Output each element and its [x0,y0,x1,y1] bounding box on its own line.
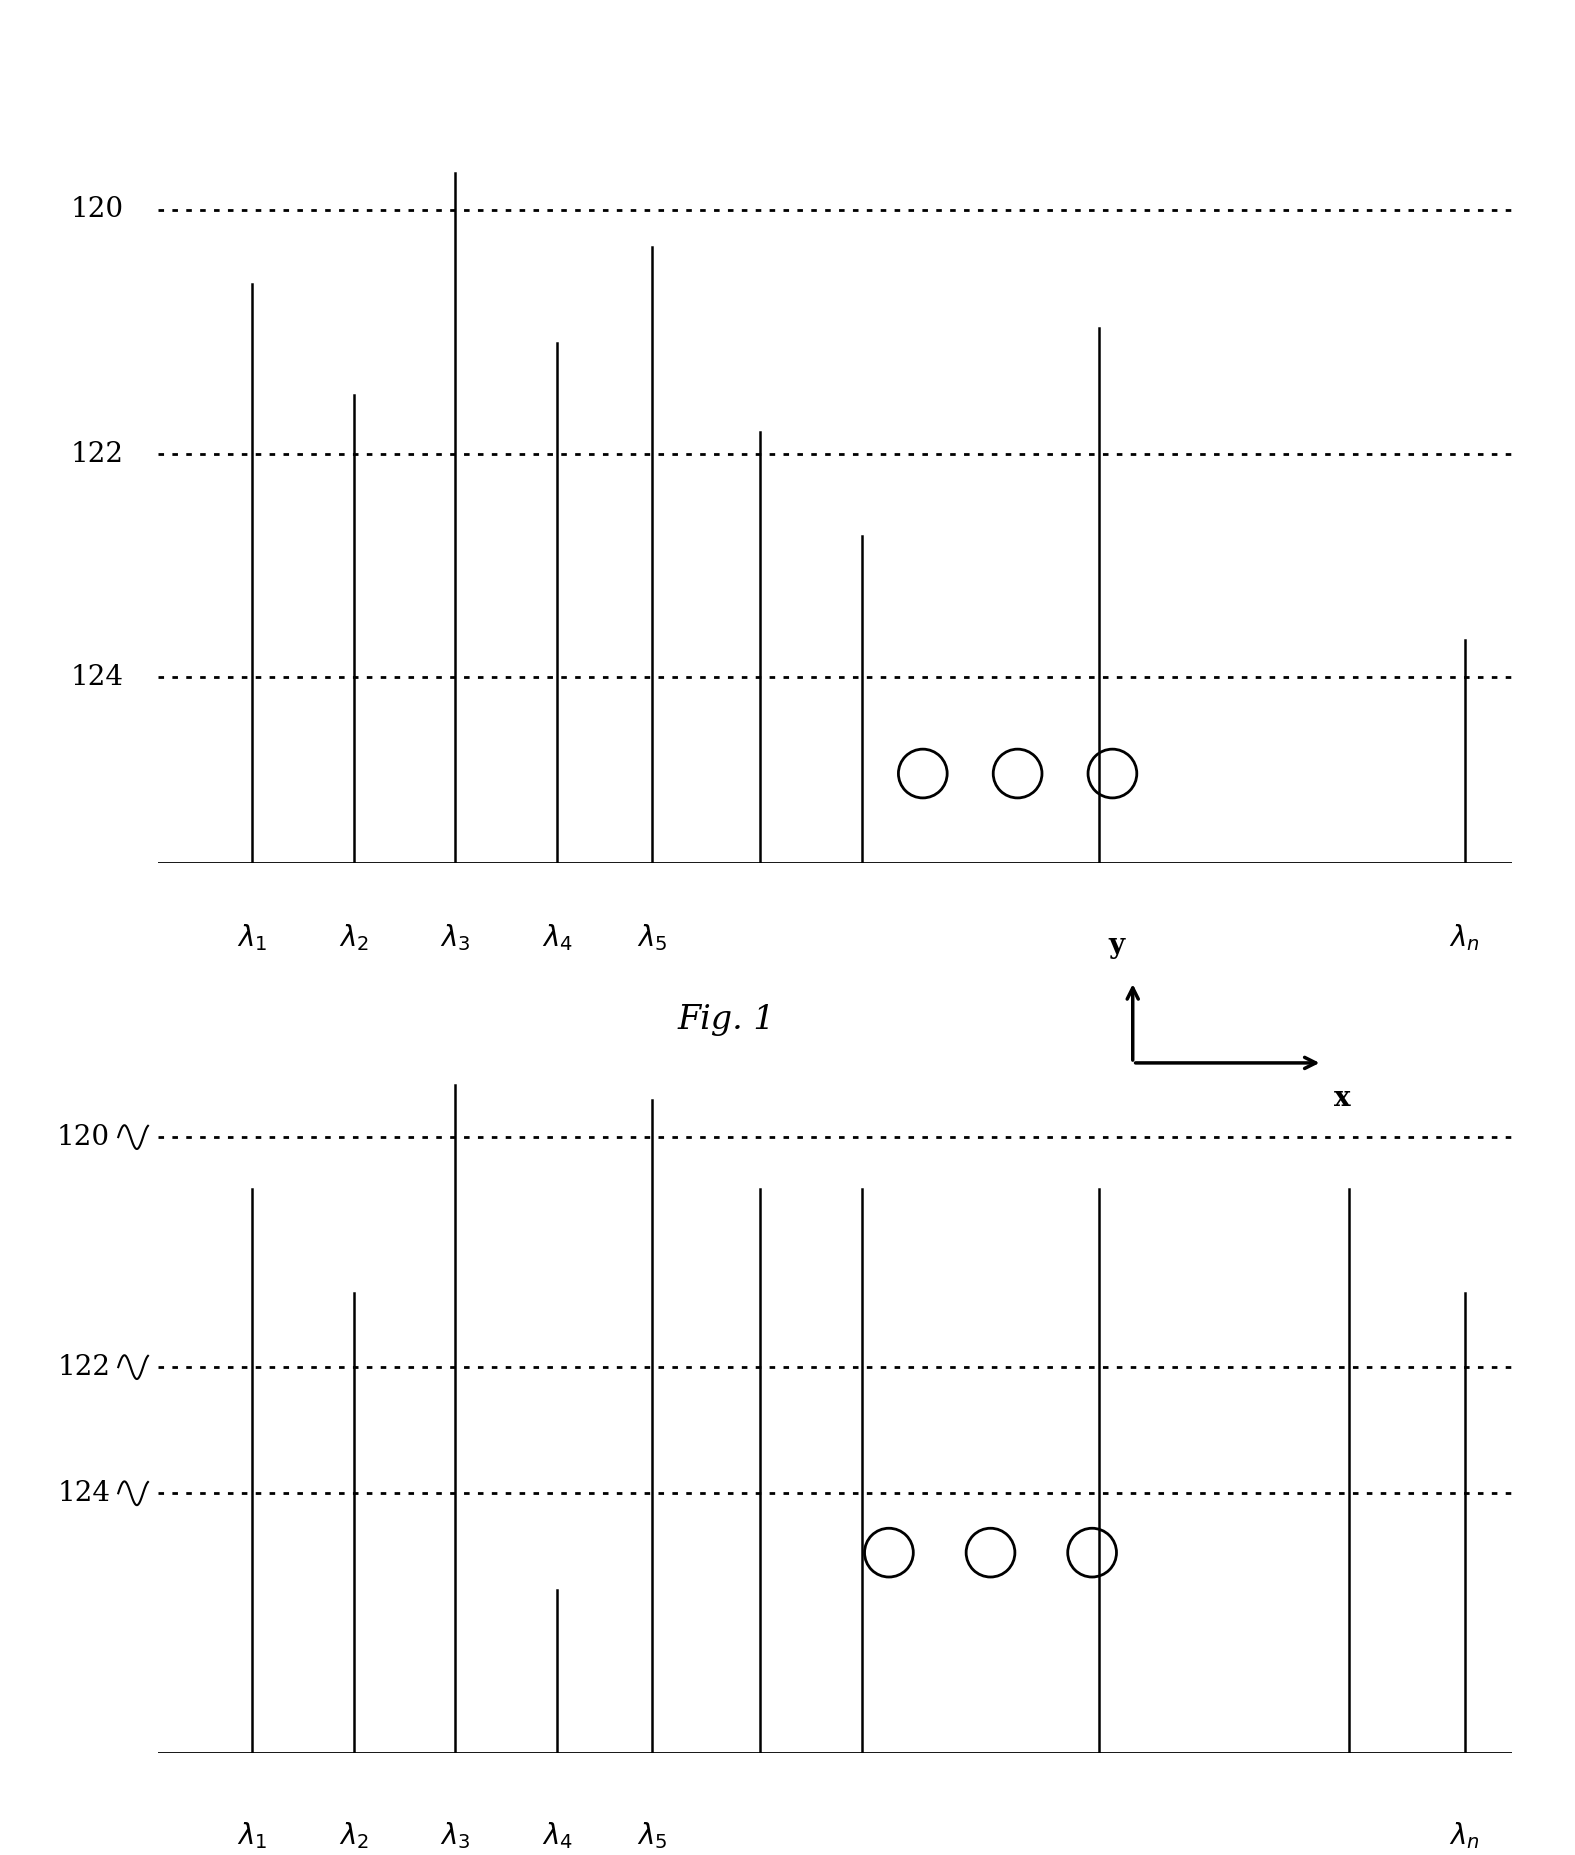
Text: $\lambda_{3}$: $\lambda_{3}$ [441,922,471,953]
Text: $\lambda_{5}$: $\lambda_{5}$ [636,922,668,953]
Text: 122: 122 [57,1354,110,1380]
Text: y: y [1109,931,1125,959]
Text: x: x [1334,1085,1351,1113]
Text: $\lambda_{1}$: $\lambda_{1}$ [238,1820,268,1851]
Text: $\lambda_{4}$: $\lambda_{4}$ [542,1820,573,1851]
Text: $\lambda_{2}$: $\lambda_{2}$ [339,922,369,953]
Text: $\lambda_{1}$: $\lambda_{1}$ [238,922,268,953]
Text: 122: 122 [71,441,123,467]
Text: Fig. 1: Fig. 1 [677,1004,775,1035]
Text: $\lambda_{3}$: $\lambda_{3}$ [441,1820,471,1851]
Text: $\lambda_{5}$: $\lambda_{5}$ [636,1820,668,1851]
Text: 120: 120 [71,197,123,223]
Text: $\lambda_{2}$: $\lambda_{2}$ [339,1820,369,1851]
Text: 120: 120 [57,1124,110,1150]
Text: $\lambda_{n}$: $\lambda_{n}$ [1449,922,1480,953]
Text: $\lambda_{4}$: $\lambda_{4}$ [542,922,573,953]
Text: 124: 124 [71,664,123,690]
Text: $\lambda_{n}$: $\lambda_{n}$ [1449,1820,1480,1851]
Text: 124: 124 [57,1480,110,1506]
